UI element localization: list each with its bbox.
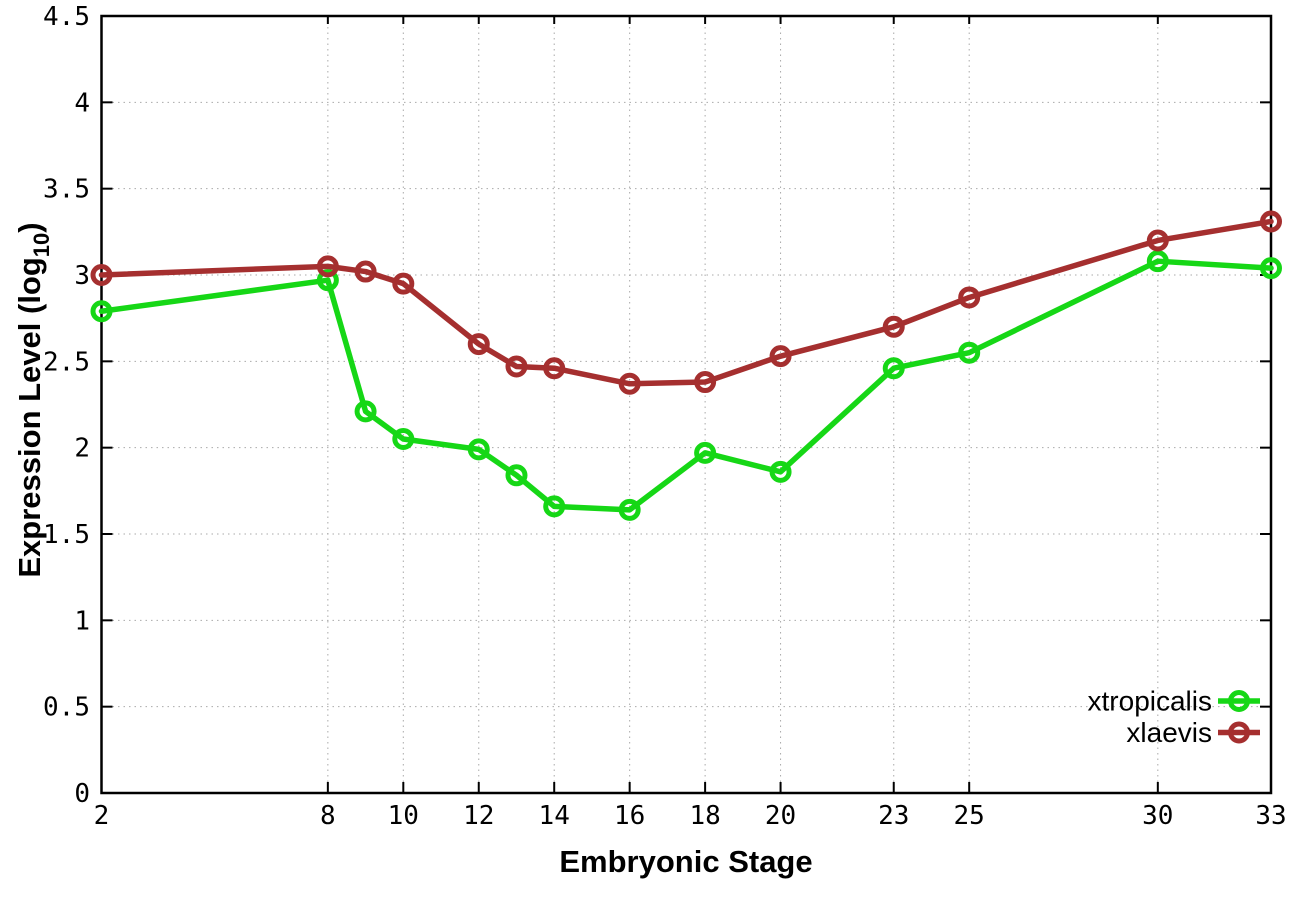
- y-tick-label: 0: [74, 779, 90, 809]
- data-point-marker-xtropicalis: [1260, 257, 1282, 280]
- data-point-marker-xtropicalis: [392, 428, 415, 451]
- data-point-marker-xtropicalis: [618, 498, 641, 521]
- data-point-marker-xlaevis: [316, 255, 339, 278]
- data-point-marker-xlaevis: [1146, 229, 1169, 252]
- y-axis-label-subscript: 10: [29, 233, 54, 257]
- x-tick-label: 20: [765, 801, 796, 831]
- data-point-marker-xtropicalis: [769, 460, 792, 483]
- legend-marker-xlaevis: [1228, 721, 1250, 744]
- x-tick-label: 14: [539, 801, 570, 831]
- y-tick-label: 3.5: [43, 175, 90, 205]
- x-tick-label: 8: [320, 801, 336, 831]
- data-point-marker-xlaevis: [694, 371, 717, 394]
- data-point-marker-xlaevis: [467, 333, 490, 356]
- x-tick-label: 18: [689, 801, 720, 831]
- data-point-marker-xlaevis: [90, 264, 113, 286]
- y-axis-label-prefix: Expression Level (log: [12, 257, 47, 577]
- data-point-marker-xlaevis: [505, 355, 528, 378]
- legend-label-xlaevis: xlaevis: [1126, 717, 1212, 748]
- series-line-xlaevis: [98, 218, 1274, 387]
- y-tick-label: 1.5: [43, 520, 90, 550]
- y-tick-label: 4.5: [43, 2, 90, 32]
- x-tick-label: 10: [388, 801, 419, 831]
- x-tick-label: 12: [463, 801, 494, 831]
- y-tick-label: 1: [74, 606, 90, 636]
- data-point-marker-xtropicalis: [958, 341, 981, 364]
- data-point-marker-xtropicalis: [316, 269, 339, 292]
- data-point-marker-xtropicalis: [90, 300, 113, 323]
- data-point-marker-xtropicalis: [694, 441, 717, 464]
- data-point-marker-xtropicalis: [1146, 250, 1169, 273]
- data-point-marker-xlaevis: [769, 345, 792, 368]
- data-point-marker-xtropicalis: [882, 357, 905, 380]
- plot-border: [100, 14, 1273, 795]
- data-point-marker-xlaevis: [882, 315, 905, 338]
- data-point-marker-xlaevis: [354, 260, 377, 283]
- y-tick-label: 3: [74, 261, 90, 291]
- data-point-marker-xtropicalis: [467, 438, 490, 461]
- data-point-marker-xlaevis: [958, 286, 981, 309]
- x-tick-label: 30: [1142, 801, 1173, 831]
- x-tick-label: 33: [1255, 801, 1286, 831]
- x-tick-label: 16: [614, 801, 645, 831]
- x-tick-label: 25: [954, 801, 985, 831]
- y-tick-label: 2: [74, 434, 90, 464]
- series-line-xtropicalis: [98, 258, 1274, 513]
- data-point-marker-xtropicalis: [354, 400, 377, 423]
- data-point-marker-xlaevis: [618, 372, 641, 395]
- y-tick-label: 0.5: [43, 693, 90, 723]
- data-point-marker-xlaevis: [1260, 210, 1282, 233]
- x-tick-label: 2: [94, 801, 110, 831]
- y-tick-label: 4: [74, 88, 90, 118]
- x-tick-label: 23: [878, 801, 909, 831]
- data-point-marker-xlaevis: [392, 272, 415, 295]
- y-axis-label: Expression Level (log10): [12, 222, 54, 577]
- plot-area: 2 8 10 12 14 16 18 20 23 25 30 33 0 0.5 1 1.5 2 2.5 3 3.5 4 4…: [43, 2, 1287, 831]
- data-point-marker-xtropicalis: [543, 495, 566, 518]
- y-axis-label-suffix: ): [12, 222, 47, 232]
- data-point-marker-xtropicalis: [505, 464, 528, 487]
- y-tick-label: 2.5: [43, 347, 90, 377]
- legend-label-xtropicalis: xtropicalis: [1088, 686, 1212, 717]
- x-axis-label: Embryonic Stage: [559, 844, 812, 879]
- legend-marker-xtropicalis: [1228, 690, 1250, 712]
- data-point-marker-xlaevis: [543, 357, 566, 380]
